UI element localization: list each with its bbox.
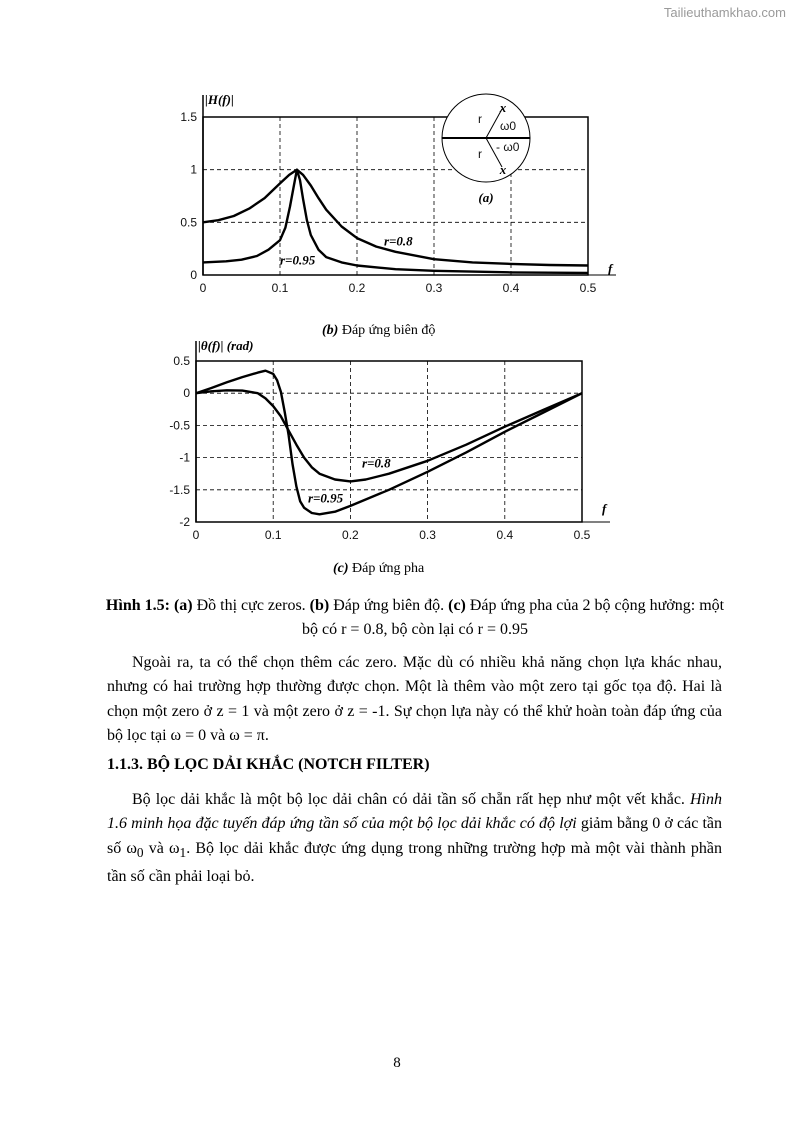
subscript: 1 — [179, 844, 187, 860]
series-label: r=0.8 — [384, 234, 413, 249]
x-tick-label: 0.5 — [574, 528, 591, 542]
figure-label: Hình 1.5: — [105, 597, 170, 614]
y-axis-label: |θ(f)| (rad) — [198, 338, 253, 353]
series-line-r08 — [195, 389, 583, 483]
series-line-r095 — [202, 168, 589, 275]
x-tick-label: 0.5 — [580, 281, 597, 295]
series-line-r095 — [195, 369, 583, 516]
caption-text: Đáp ứng biên độ — [341, 323, 436, 338]
radius-label: r — [478, 112, 482, 126]
phase-caption: (c) Đáp ứng pha — [333, 561, 424, 577]
watermark: Tailieuthamkhao.com — [663, 5, 786, 20]
series-label: r=0.95 — [308, 491, 344, 506]
y-tick-label: 1.5 — [180, 110, 197, 124]
x-axis-label: f — [602, 501, 608, 516]
y-tick-label: 0 — [183, 386, 190, 400]
pole-radius — [485, 108, 503, 139]
caption-tag: (c) — [333, 561, 349, 576]
series-label: r=0.95 — [280, 252, 316, 267]
x-tick-label: 0.1 — [272, 281, 289, 295]
part-b: (b) — [309, 597, 330, 614]
y-tick-label: -1 — [179, 451, 190, 465]
part-a: (a) — [173, 597, 193, 614]
caption-tag: (b) — [322, 323, 339, 338]
paragraph: Bộ lọc dải khắc là một bộ lọc dải chân c… — [107, 788, 722, 889]
caption-text: Đáp ứng pha — [352, 561, 425, 576]
x-tick-label: 0 — [200, 281, 207, 295]
y-tick-label: 1 — [190, 163, 197, 177]
figure-caption: Hình 1.5: (a) Đồ thị cực zeros. (b) Đáp … — [100, 594, 730, 642]
part-b-text: Đáp ứng biên độ. — [329, 597, 449, 614]
part-c: (c) — [448, 597, 466, 614]
angle-label: ω0 — [500, 119, 516, 133]
plot-frame — [195, 360, 583, 523]
italic-text: Hình 1.6 minh họa đặc tuyến đáp ứng tần … — [107, 791, 722, 833]
pole-radius — [485, 137, 503, 168]
text: và ω — [143, 839, 180, 857]
text: giảm bằng 0 ở các tần số ω — [107, 815, 723, 857]
section-heading: 1.1.3. BỘ LỌC DẢI KHẮC (NOTCH FILTER) — [107, 756, 430, 773]
part-c-text: Đáp ứng pha của 2 bộ cộng hưởng: một bộ … — [302, 597, 725, 638]
x-tick-label: 0.3 — [419, 528, 436, 542]
x-tick-label: 0.1 — [265, 528, 282, 542]
magnitude-response-chart: 0 0.1 0.2 0.3 0.4 0.5 0 0.5 1 1.5 |H(f)| f r=0.8 r=0.… — [180, 92, 616, 295]
y-tick-label: -0.5 — [169, 418, 190, 432]
phase-response-chart: 0 0.1 0.2 0.3 0.4 0.5 0.5 0 -0.5 -1 -1.5 -2 |θ(f)| (… — [169, 338, 610, 542]
magnitude-caption: (b) Đáp ứng biên độ — [322, 323, 435, 339]
part-a-text: Đồ thị cực zeros. — [192, 597, 310, 614]
y-axis-label: |H(f)| — [205, 92, 234, 107]
x-tick-label: 0.4 — [503, 281, 520, 295]
pole-marker-icon: x — [499, 162, 507, 177]
series-label: r=0.8 — [362, 455, 391, 470]
series-line-r08 — [202, 168, 589, 267]
y-tick-label: -1.5 — [169, 483, 190, 497]
x-tick-label: 0.3 — [426, 281, 443, 295]
y-tick-label: 0 — [190, 268, 197, 282]
subscript: 0 — [136, 844, 144, 860]
x-tick-label: 0.2 — [342, 528, 359, 542]
y-tick-label: -2 — [179, 515, 190, 529]
pole-marker-icon: x — [499, 100, 507, 115]
neg-angle-label: - ω0 — [496, 140, 520, 154]
y-tick-label: 0.5 — [173, 354, 190, 368]
paragraph: Ngoài ra, ta có thể chọn thêm các zero. … — [107, 654, 722, 744]
inset-title: (a) — [478, 190, 493, 205]
x-tick-label: 0.2 — [349, 281, 366, 295]
x-axis-label: f — [608, 261, 614, 276]
x-tick-label: 0.4 — [496, 528, 513, 542]
text: Bộ lọc dải khắc là một bộ lọc dải chân c… — [132, 791, 690, 808]
x-tick-label: 0 — [193, 528, 200, 542]
y-tick-label: 0.5 — [180, 215, 197, 229]
pole-zero-plot-inset: x x r r ω0 - ω0 (a) — [441, 93, 531, 205]
page-number: 8 — [393, 1055, 401, 1071]
text: . Bộ lọc dải khắc được ứng dụng trong nh… — [107, 839, 722, 886]
radius-label: r — [478, 147, 482, 161]
